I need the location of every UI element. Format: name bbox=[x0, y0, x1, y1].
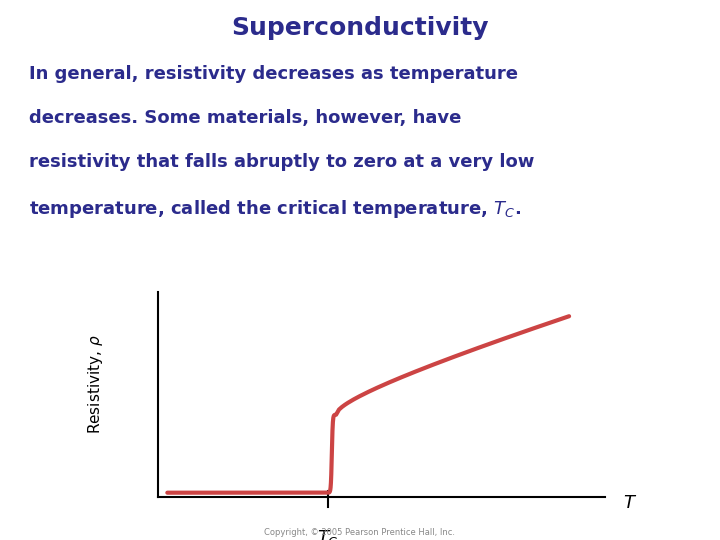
Text: Copyright, © 2005 Pearson Prentice Hall, Inc.: Copyright, © 2005 Pearson Prentice Hall,… bbox=[264, 528, 456, 537]
Text: $T_C$: $T_C$ bbox=[317, 528, 339, 540]
Text: Superconductivity: Superconductivity bbox=[231, 16, 489, 40]
Text: decreases. Some materials, however, have: decreases. Some materials, however, have bbox=[29, 109, 462, 127]
Text: $T$: $T$ bbox=[623, 494, 636, 512]
Text: resistivity that falls abruptly to zero at a very low: resistivity that falls abruptly to zero … bbox=[29, 153, 534, 171]
Text: Resistivity, $\rho$: Resistivity, $\rho$ bbox=[86, 334, 105, 434]
Text: In general, resistivity decreases as temperature: In general, resistivity decreases as tem… bbox=[29, 65, 518, 83]
Text: temperature, called the critical temperature, $T_C$.: temperature, called the critical tempera… bbox=[29, 198, 521, 220]
